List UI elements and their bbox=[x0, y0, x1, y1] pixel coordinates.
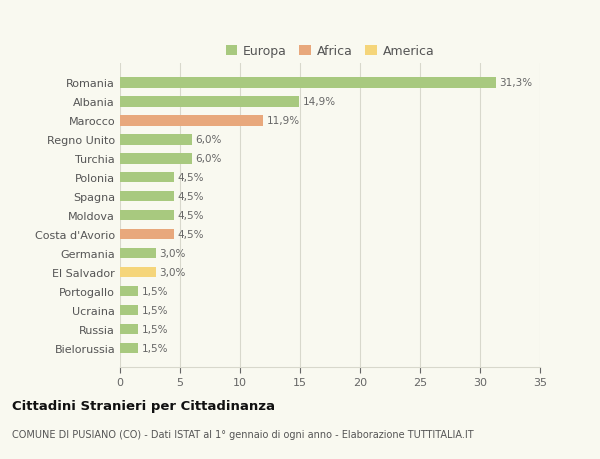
Bar bbox=[120, 191, 174, 202]
Bar bbox=[120, 154, 192, 164]
Bar bbox=[120, 78, 496, 89]
Text: 1,5%: 1,5% bbox=[142, 343, 168, 353]
Bar bbox=[120, 116, 263, 126]
Bar bbox=[120, 211, 174, 221]
Bar bbox=[120, 324, 138, 335]
Legend: Europa, Africa, America: Europa, Africa, America bbox=[221, 40, 439, 63]
Bar bbox=[120, 135, 192, 145]
Text: COMUNE DI PUSIANO (CO) - Dati ISTAT al 1° gennaio di ogni anno - Elaborazione TU: COMUNE DI PUSIANO (CO) - Dati ISTAT al 1… bbox=[12, 429, 473, 439]
Text: 1,5%: 1,5% bbox=[142, 286, 168, 297]
Bar bbox=[120, 97, 299, 107]
Text: 4,5%: 4,5% bbox=[178, 192, 204, 202]
Bar bbox=[120, 305, 138, 316]
Text: 31,3%: 31,3% bbox=[499, 78, 532, 88]
Text: 11,9%: 11,9% bbox=[266, 116, 299, 126]
Bar bbox=[120, 343, 138, 353]
Bar bbox=[120, 248, 156, 259]
Text: 4,5%: 4,5% bbox=[178, 211, 204, 221]
Text: 3,0%: 3,0% bbox=[160, 268, 186, 278]
Text: 1,5%: 1,5% bbox=[142, 305, 168, 315]
Bar bbox=[120, 230, 174, 240]
Bar bbox=[120, 286, 138, 297]
Bar bbox=[120, 267, 156, 278]
Text: 6,0%: 6,0% bbox=[196, 135, 222, 145]
Text: 1,5%: 1,5% bbox=[142, 325, 168, 334]
Text: 6,0%: 6,0% bbox=[196, 154, 222, 164]
Text: Cittadini Stranieri per Cittadinanza: Cittadini Stranieri per Cittadinanza bbox=[12, 399, 275, 412]
Text: 3,0%: 3,0% bbox=[160, 249, 186, 258]
Bar bbox=[120, 173, 174, 183]
Text: 14,9%: 14,9% bbox=[302, 97, 335, 107]
Text: 4,5%: 4,5% bbox=[178, 173, 204, 183]
Text: 4,5%: 4,5% bbox=[178, 230, 204, 240]
